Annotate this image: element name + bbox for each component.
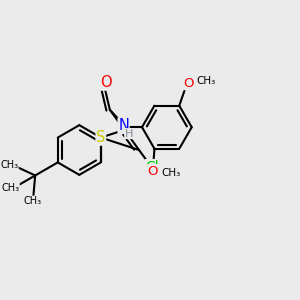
- Text: Cl: Cl: [146, 160, 159, 174]
- Text: H: H: [125, 129, 133, 139]
- Text: O: O: [147, 165, 158, 178]
- Text: CH₃: CH₃: [2, 183, 20, 193]
- Text: O: O: [183, 76, 193, 90]
- Text: S: S: [96, 130, 106, 145]
- Text: N: N: [118, 118, 129, 133]
- Text: CH₃: CH₃: [24, 196, 42, 206]
- Text: O: O: [100, 75, 111, 90]
- Text: CH₃: CH₃: [162, 168, 181, 178]
- Text: CH₃: CH₃: [196, 76, 215, 86]
- Text: CH₃: CH₃: [0, 160, 19, 170]
